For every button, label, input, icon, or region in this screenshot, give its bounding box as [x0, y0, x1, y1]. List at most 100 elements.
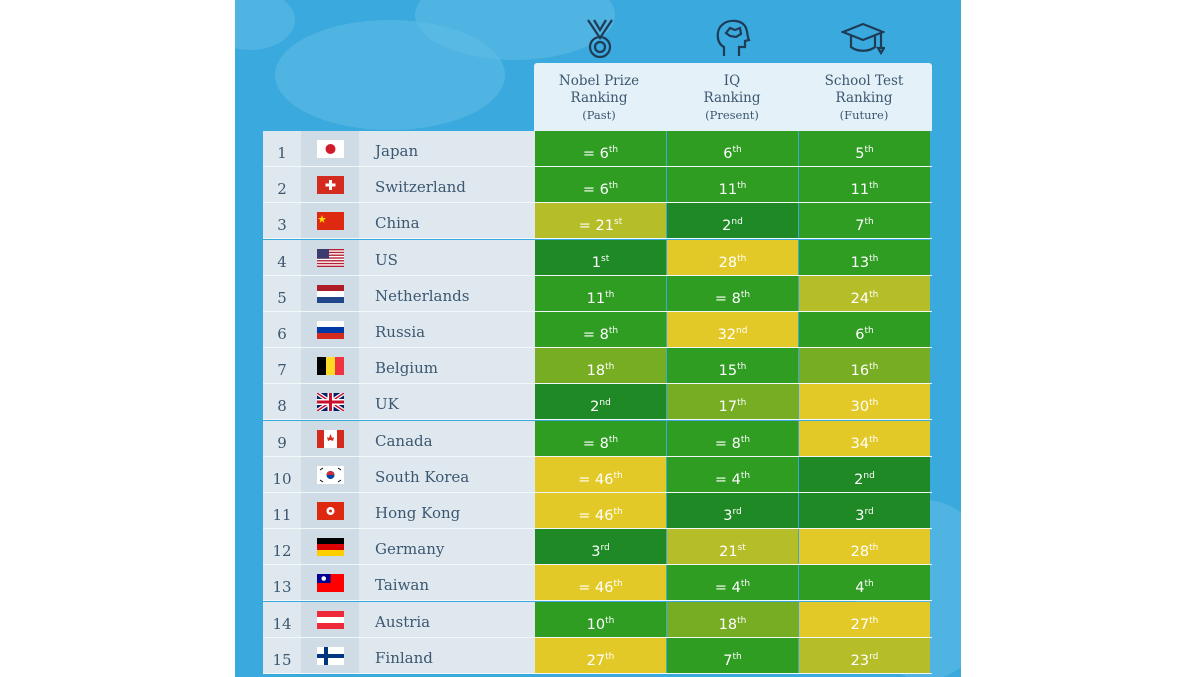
rank-value: 23	[850, 652, 870, 669]
flag-cell	[301, 131, 359, 167]
table-row: 1 Japan = 6th 6th 5th	[263, 131, 932, 167]
row-divider	[263, 455, 932, 457]
rank-number: 13	[263, 565, 301, 602]
iq-rank-cell: = 4th	[667, 565, 798, 602]
rank-value: 10	[586, 616, 606, 633]
flag-cell	[301, 420, 359, 457]
table-row: 14 Austria 10th 18th 27th	[263, 601, 932, 638]
nobel-rank-cell: 2nd	[535, 384, 666, 421]
brain-head-icon	[710, 16, 754, 60]
school-rank-cell: 23rd	[799, 637, 930, 674]
rank-value: = 46	[578, 580, 614, 597]
row-divider	[263, 636, 932, 638]
rank-value: 17	[718, 399, 738, 416]
rank-value: 2	[722, 218, 732, 235]
nobel-rank-cell: = 21st	[535, 203, 666, 240]
iq-rank-cell: 28th	[667, 239, 798, 276]
flag-cell	[301, 239, 359, 276]
rank-value: 5	[855, 145, 865, 162]
rank-suffix: th	[869, 181, 879, 192]
header-title: IQ	[723, 73, 741, 89]
china-flag-icon	[317, 212, 344, 231]
school-rank-cell: 30th	[799, 384, 930, 421]
iq-rank-cell: 15th	[667, 348, 798, 385]
rank-value: 7	[723, 652, 733, 669]
rank-value: 18	[718, 616, 738, 633]
germany-flag-icon	[317, 538, 344, 557]
rank-suffix: th	[869, 615, 879, 626]
rank-value: 24	[850, 290, 870, 307]
rank-number: 15	[263, 637, 301, 674]
iq-rank-cell: 3rd	[667, 493, 798, 529]
rank-number: 8	[263, 384, 301, 421]
rank-suffix: rd	[732, 507, 742, 517]
south-korea-flag-icon	[317, 465, 344, 484]
country-name: Switzerland	[359, 167, 535, 204]
rank-suffix: th	[608, 434, 619, 445]
austria-flag-icon	[317, 610, 344, 629]
table-row: 12 Germany 3rd 21st 28th	[263, 529, 932, 566]
rank-value: 3	[591, 544, 601, 561]
country-name: South Korea	[359, 456, 535, 493]
rank-suffix: th	[869, 253, 879, 264]
rank-value: 11	[850, 182, 870, 199]
table-row: 5 Netherlands 11th = 8th 24th	[263, 275, 932, 312]
rank-value: 3	[723, 507, 733, 524]
nobel-rank-cell: 18th	[535, 348, 666, 385]
row-divider	[263, 238, 932, 240]
rank-suffix: th	[740, 470, 751, 481]
rank-suffix: nd	[599, 398, 611, 409]
rank-suffix: th	[608, 326, 619, 336]
rank-value: = 6	[582, 182, 609, 199]
header-title2: Ranking	[835, 90, 893, 106]
nobel-rank-cell: = 46th	[535, 456, 666, 493]
school-rank-cell: 3rd	[799, 493, 930, 529]
rank-number: 2	[263, 167, 301, 204]
belgium-flag-icon	[317, 357, 344, 376]
nobel-rank-cell: = 46th	[535, 565, 666, 602]
iq-rank-cell: 32nd	[667, 312, 798, 348]
rank-value: 6	[723, 145, 733, 162]
nobel-rank-cell: = 6th	[535, 131, 666, 167]
school-rank-cell: 28th	[799, 529, 930, 566]
rank-suffix: st	[614, 217, 623, 228]
row-divider	[263, 419, 932, 421]
rank-suffix: th	[869, 289, 879, 300]
school-rank-cell: 11th	[799, 167, 930, 204]
rank-number: 14	[263, 601, 301, 638]
graduation-cap-icon	[840, 16, 886, 60]
rank-value: 1	[591, 254, 601, 271]
country-name: Germany	[359, 529, 535, 566]
iq-rank-cell: 2nd	[667, 203, 798, 240]
row-divider	[263, 166, 932, 167]
rank-number: 5	[263, 275, 301, 312]
school-rank-cell: 5th	[799, 131, 930, 167]
flag-cell	[301, 312, 359, 348]
flag-cell	[301, 601, 359, 638]
switzerland-flag-icon	[317, 176, 344, 195]
school-rank-cell: 6th	[799, 312, 930, 348]
row-divider	[263, 564, 932, 566]
country-name: Japan	[359, 131, 535, 167]
hong-kong-flag-icon	[317, 502, 344, 520]
table-row: 15 Finland 27th 7th 23rd	[263, 637, 932, 674]
rank-number: 4	[263, 239, 301, 276]
rank-suffix: th	[737, 615, 747, 626]
iq-rank-cell: = 4th	[667, 456, 798, 493]
flag-cell	[301, 275, 359, 312]
rank-suffix: st	[737, 543, 746, 554]
country-name: China	[359, 203, 535, 240]
table-row: 13 Taiwan = 46th = 4th 4th	[263, 565, 932, 602]
country-name: Taiwan	[359, 565, 535, 602]
row-divider	[263, 600, 932, 602]
rank-suffix: th	[869, 434, 879, 445]
nobel-rank-cell: = 8th	[535, 420, 666, 457]
rank-value: 28	[850, 544, 870, 561]
header-title: Nobel Prize	[558, 73, 640, 89]
rank-suffix: nd	[736, 326, 748, 336]
rank-value: 3	[855, 507, 865, 524]
uk-flag-icon	[317, 393, 344, 412]
header-school: School Test Ranking (Future)	[799, 63, 929, 131]
header-sub: (Future)	[839, 108, 889, 122]
rank-suffix: th	[737, 181, 747, 192]
